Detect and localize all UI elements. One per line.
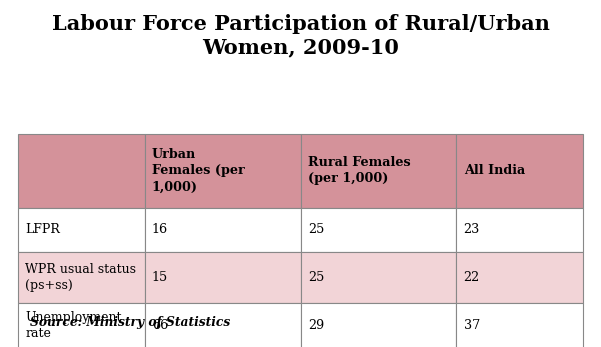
Bar xyxy=(18,252,145,303)
Bar xyxy=(300,134,456,208)
Text: 29: 29 xyxy=(308,319,324,332)
Bar xyxy=(145,252,300,303)
Bar xyxy=(145,208,300,252)
Text: 22: 22 xyxy=(463,271,480,284)
Bar xyxy=(145,303,300,347)
Bar xyxy=(300,252,456,303)
Bar xyxy=(145,134,300,208)
Bar xyxy=(18,208,145,252)
Text: Urban
Females (per
1,000): Urban Females (per 1,000) xyxy=(152,149,245,193)
Bar xyxy=(456,252,583,303)
Bar xyxy=(300,303,456,347)
Text: 16: 16 xyxy=(152,223,168,236)
Text: LFPR: LFPR xyxy=(25,223,60,236)
Text: 25: 25 xyxy=(308,271,324,284)
Text: Source: Ministry of Statistics: Source: Ministry of Statistics xyxy=(30,316,230,329)
Text: 25: 25 xyxy=(308,223,324,236)
Bar xyxy=(18,134,145,208)
Bar xyxy=(18,303,145,347)
Bar xyxy=(456,303,583,347)
Text: All India: All India xyxy=(463,164,525,177)
Text: Labour Force Participation of Rural/Urban
Women, 2009-10: Labour Force Participation of Rural/Urba… xyxy=(52,14,549,57)
Text: Unemployment
rate: Unemployment rate xyxy=(25,311,122,340)
Bar xyxy=(300,208,456,252)
Text: WPR usual status
(ps+ss): WPR usual status (ps+ss) xyxy=(25,263,136,292)
Text: 23: 23 xyxy=(463,223,480,236)
Text: 66: 66 xyxy=(152,319,168,332)
Text: 37: 37 xyxy=(463,319,480,332)
Text: 15: 15 xyxy=(152,271,168,284)
Bar xyxy=(456,134,583,208)
Text: Rural Females
(per 1,000): Rural Females (per 1,000) xyxy=(308,156,410,185)
Bar xyxy=(456,208,583,252)
